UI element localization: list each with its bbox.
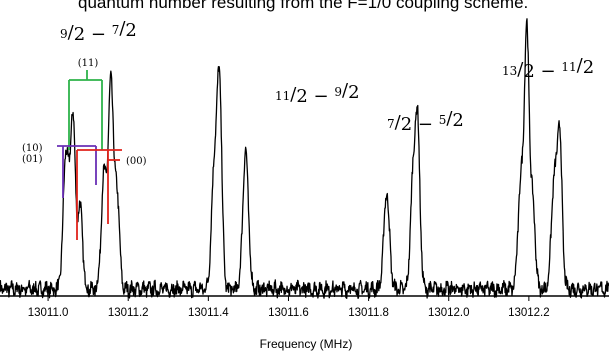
- quantum-label-q10: (10): [22, 143, 43, 154]
- transition-label-text: 11/2 − 9/2: [275, 80, 360, 107]
- quantum-label-q11: (11): [78, 58, 99, 69]
- transition-label: 9/2 − 7/2: [60, 18, 137, 45]
- x-tick-label: 13011.8: [348, 307, 389, 319]
- quantum-label-q01: (01): [22, 154, 43, 165]
- figure-caption: quantum number resulting from the F=1/0 …: [78, 0, 529, 12]
- transition-label: 11/2 − 9/2: [275, 80, 360, 107]
- x-axis-title: Frequency (MHz): [260, 337, 353, 351]
- x-tick-label: 13011.2: [108, 307, 149, 319]
- transition-label: 7/2 − 5/2: [387, 108, 464, 135]
- spectrum-trace: [0, 18, 609, 300]
- transition-label-text: 9/2 − 7/2: [60, 18, 137, 45]
- transition-label-text: 13/2 − 11/2: [502, 55, 594, 82]
- transition-label-text: 7/2 − 5/2: [387, 108, 464, 135]
- transition-labels: 9/2 − 7/2 11/2 − 9/2 7/2 − 5/2 13/2 − 11/2: [60, 18, 594, 135]
- x-tick-label: 13011.4: [188, 307, 229, 319]
- x-tick-label: 13012.0: [428, 307, 470, 319]
- spectrum-line: [0, 18, 609, 300]
- x-axis: 13011.0 13011.2 13011.4 13011.6 13011.8 13012…: [0, 295, 609, 319]
- transition-label: 13/2 − 11/2: [502, 55, 594, 82]
- quantum-label-q00: (00): [126, 156, 147, 167]
- hyperfine-brackets: (11) (10)(01) (00): [22, 58, 147, 240]
- x-tick-label: 13011.0: [28, 307, 69, 319]
- x-tick-label: 13012.2: [508, 307, 550, 319]
- x-tick-label: 13011.6: [268, 307, 309, 319]
